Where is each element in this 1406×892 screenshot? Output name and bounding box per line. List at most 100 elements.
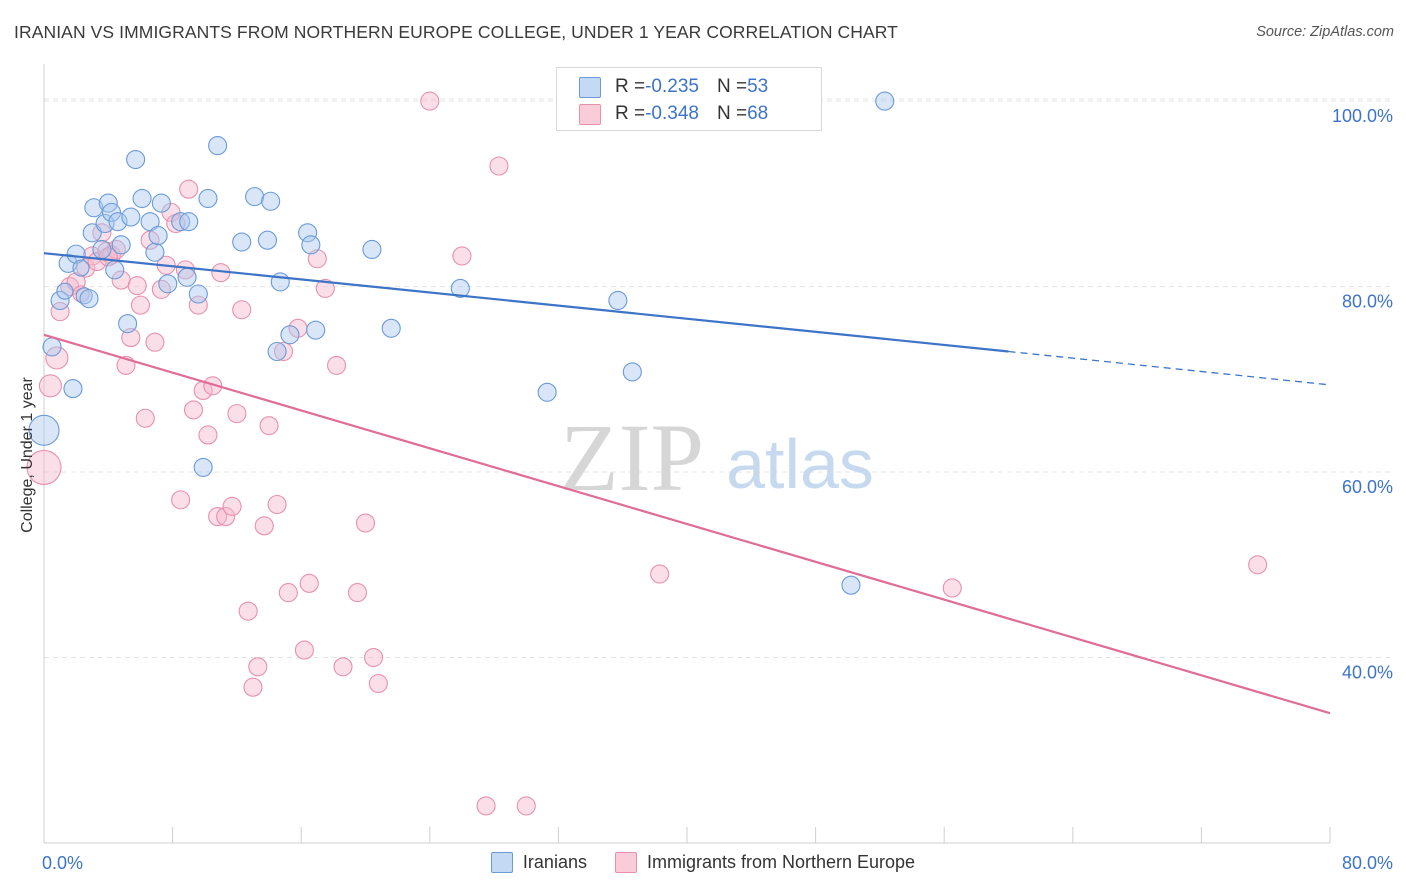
iranians-trend-extension	[1008, 350, 1331, 386]
iranians-point	[126, 149, 146, 170]
legend-row-iranians: R = -0.235 N = 53	[579, 75, 768, 99]
northern-europe-point	[183, 400, 204, 420]
iranians-point	[245, 187, 265, 207]
northern-europe-point	[130, 295, 150, 315]
iranians-point	[79, 289, 99, 309]
northern-europe-point	[248, 657, 268, 677]
iranians-point	[28, 414, 60, 446]
legend-r-value: -0.235	[645, 76, 699, 97]
iranians-point	[151, 193, 171, 213]
series-northern-europe-points	[26, 91, 1268, 816]
iranians-point	[450, 278, 470, 298]
northern-europe-point	[232, 300, 252, 320]
iranians-point	[82, 223, 102, 243]
northern-europe-point	[198, 425, 218, 445]
northern-europe-point	[254, 516, 274, 536]
northern-europe-point	[145, 332, 165, 352]
legend-swatch-pink	[614, 852, 637, 873]
iranians-point	[63, 379, 83, 399]
iranians-point	[198, 188, 218, 209]
northern-europe-point	[650, 564, 670, 584]
northern-europe-point	[420, 91, 440, 111]
legend-n-label: N =	[716, 103, 748, 124]
watermark-atlas: atlas	[726, 425, 874, 503]
northern-europe-point	[278, 583, 298, 603]
northern-europe-point	[50, 302, 70, 322]
northern-europe-point	[227, 404, 247, 424]
northern-europe-point	[516, 796, 536, 816]
iranians-point	[537, 382, 557, 402]
northern-europe-point	[489, 156, 509, 176]
legend-label-iranians: Iranians	[522, 852, 587, 872]
iranians-point	[121, 207, 141, 227]
northern-europe-point	[243, 677, 263, 697]
northern-europe-point	[476, 796, 496, 816]
zipatlas-watermark: ZIP atlas	[560, 404, 874, 511]
iranians-point	[188, 284, 208, 304]
iranians-point	[232, 232, 252, 252]
northern-europe-point	[363, 647, 384, 668]
iranians-point	[92, 239, 112, 260]
iranians-point	[875, 91, 895, 111]
northern-europe-point	[171, 490, 191, 510]
trend-lines	[43, 252, 1331, 715]
northern-europe-point	[1248, 555, 1268, 575]
x-tick-label: 0.0%	[42, 853, 83, 873]
northern-europe-point	[299, 573, 319, 593]
northern-europe-point	[238, 601, 258, 621]
legend-n-label: N =	[716, 76, 748, 97]
legend-swatch-blue	[579, 76, 601, 98]
northern-europe-trend-line	[43, 333, 1331, 715]
iranians-point	[101, 202, 122, 222]
iranians-point	[177, 267, 197, 287]
iranians-point	[84, 198, 104, 218]
iranians-point	[298, 223, 318, 243]
watermark-zip: ZIP	[560, 404, 704, 511]
legend-item-iranians[interactable]: Iranians	[490, 852, 587, 873]
northern-europe-point	[267, 494, 287, 515]
iranians-point	[66, 244, 86, 264]
northern-europe-point	[355, 513, 376, 533]
northern-europe-point	[216, 507, 236, 527]
iranians-point	[381, 318, 401, 338]
northern-europe-point	[45, 346, 69, 370]
y-tick-label: 100.0%	[1332, 106, 1393, 126]
northern-europe-point	[26, 449, 62, 485]
northern-europe-point	[127, 276, 147, 296]
legend-swatch-blue	[490, 852, 513, 873]
iranians-point	[257, 230, 277, 250]
iranians-point	[267, 341, 287, 362]
y-tick-label: 40.0%	[1342, 663, 1393, 683]
series-legend: Iranians Immigrants from Northern Europe	[0, 852, 1406, 873]
iranians-point	[118, 314, 138, 334]
northern-europe-point	[294, 640, 314, 660]
legend-swatch-pink	[579, 103, 601, 125]
iranians-point	[179, 212, 199, 232]
iranians-point	[280, 325, 300, 345]
iranians-point	[362, 239, 382, 260]
northern-europe-point	[208, 507, 228, 527]
y-axis-title: College, Under 1 year	[19, 377, 36, 533]
iranians-point	[622, 362, 642, 382]
iranians-point	[132, 188, 152, 209]
correlation-legend: R = -0.235 N = 53 R = -0.348 N = 68	[556, 67, 822, 131]
legend-row-northern-europe: R = -0.348 N = 68	[579, 102, 768, 126]
northern-europe-point	[347, 583, 368, 603]
legend-item-northern-europe[interactable]: Immigrants from Northern Europe	[614, 852, 916, 873]
legend-r-label: R =	[615, 103, 646, 124]
legend-label-northern-europe: Immigrants from Northern Europe	[646, 852, 916, 872]
iranians-point	[145, 242, 165, 262]
northern-europe-point	[76, 258, 96, 278]
northern-europe-point	[368, 673, 388, 694]
iranians-point	[261, 191, 281, 211]
axes	[43, 64, 1331, 844]
x-tick-label: 80.0%	[1342, 853, 1393, 873]
northern-europe-point	[942, 578, 962, 598]
iranians-point	[56, 282, 74, 300]
northern-europe-point	[259, 416, 279, 436]
iranians-point	[301, 235, 321, 255]
gridlines	[44, 98, 1392, 659]
northern-europe-point	[452, 246, 472, 266]
iranians-point	[111, 235, 131, 255]
